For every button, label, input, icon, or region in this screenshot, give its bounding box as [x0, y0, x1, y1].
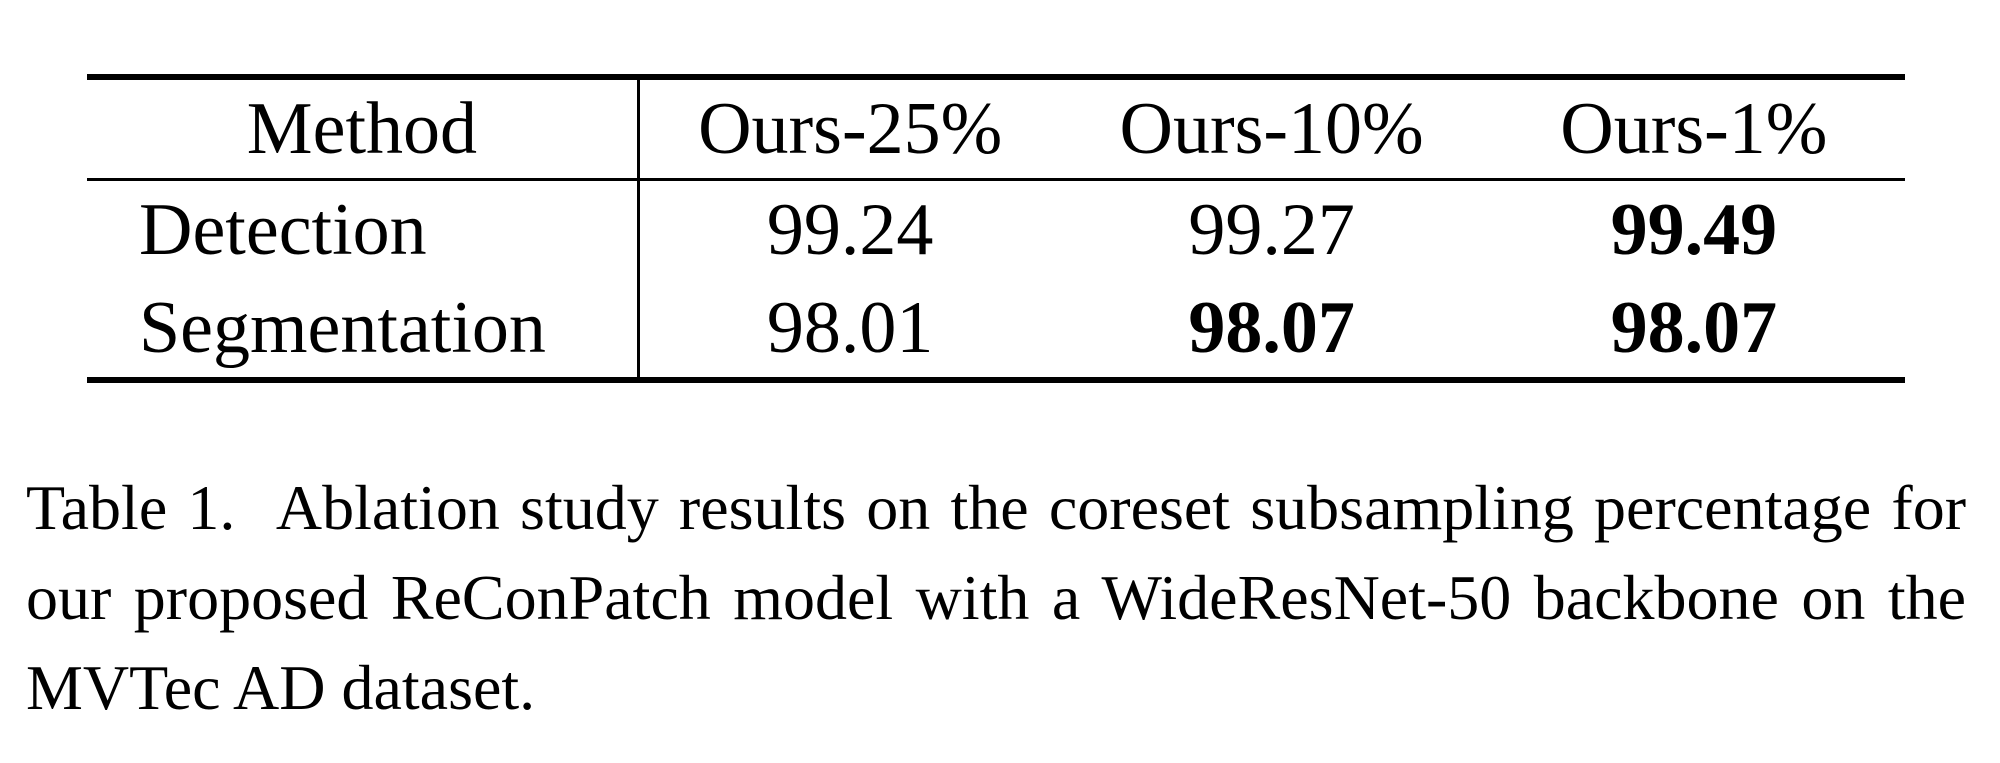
- table-row: Segmentation 98.01 98.07 98.07: [87, 279, 1905, 380]
- ablation-results-table: Method Ours-25% Ours-10% Ours-1% Detecti…: [87, 74, 1905, 383]
- cell-segmentation-ours-10: 98.07: [1188, 287, 1355, 369]
- row-label-segmentation: Segmentation: [87, 279, 640, 380]
- cell-detection-ours-1: 99.49: [1610, 189, 1778, 271]
- caption-label: Table 1.: [26, 472, 236, 543]
- cell-segmentation-ours-1: 98.07: [1610, 287, 1778, 369]
- row-label-detection: Detection: [87, 179, 640, 279]
- caption-text: Ablation study results on the coreset su…: [26, 472, 1967, 723]
- cell-segmentation-ours-25: 98.01: [766, 287, 934, 369]
- table-header-row: Method Ours-25% Ours-10% Ours-1%: [87, 77, 1905, 180]
- table-row: Detection 99.24 99.27 99.49: [87, 179, 1905, 279]
- results-table-container: Method Ours-25% Ours-10% Ours-1% Detecti…: [87, 74, 1905, 383]
- table-caption: Table 1. Ablation study results on the c…: [26, 463, 1966, 733]
- header-ours-10: Ours-10%: [1119, 88, 1424, 170]
- header-method: Method: [87, 77, 640, 180]
- cell-detection-ours-10: 99.27: [1188, 189, 1355, 271]
- header-ours-1: Ours-1%: [1560, 88, 1828, 170]
- header-ours-25: Ours-25%: [698, 88, 1003, 170]
- cell-detection-ours-25: 99.24: [766, 189, 934, 271]
